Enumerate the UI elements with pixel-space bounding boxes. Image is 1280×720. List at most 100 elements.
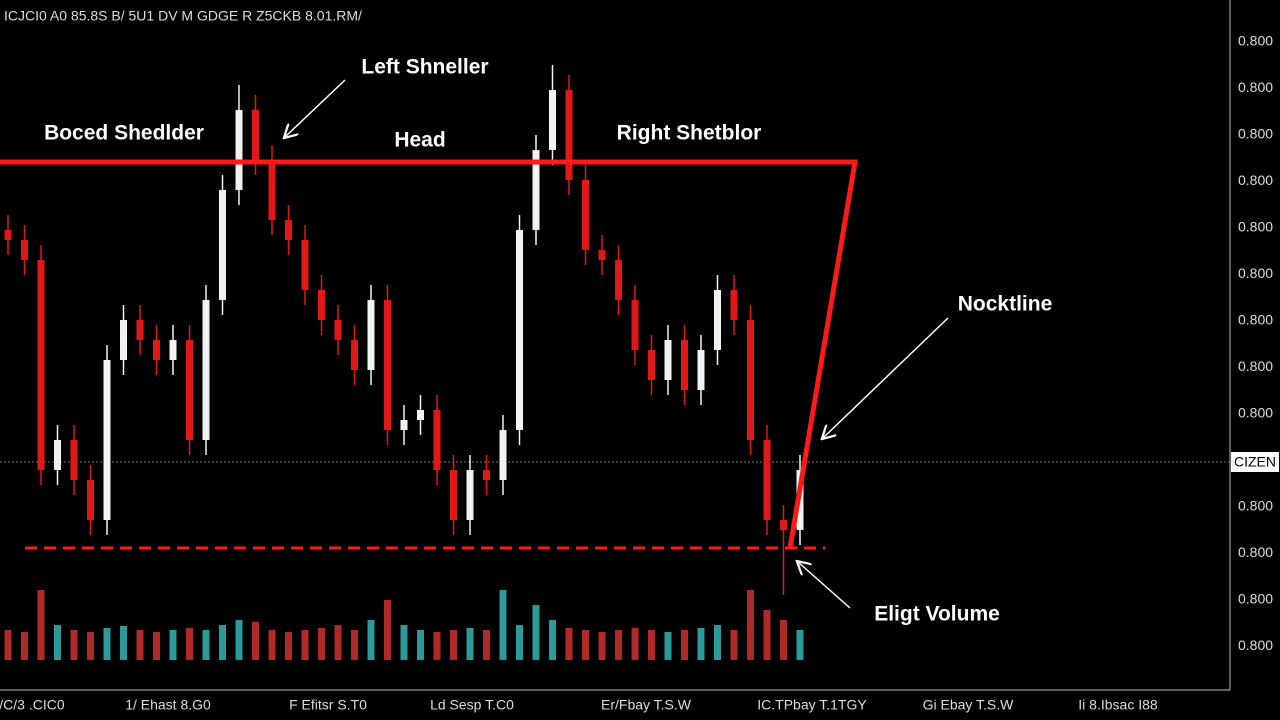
candle-body [499, 430, 507, 480]
candle-body [54, 440, 61, 470]
volume-bar [615, 630, 622, 660]
candle-body [483, 470, 490, 480]
y-axis-label: 0.800 [1238, 405, 1273, 421]
volume-bar [598, 632, 606, 660]
x-axis-label: Er/Fbay T.S.W [601, 697, 692, 713]
y-axis-label: 0.800 [1238, 358, 1273, 374]
candle-body [21, 240, 28, 260]
candle-body [87, 480, 94, 520]
annotation: Left Shneller [361, 56, 488, 79]
candle-body [334, 320, 342, 340]
candle-body [120, 320, 127, 360]
candle-body [582, 180, 589, 250]
volume-bar [367, 620, 375, 660]
y-axis-label: 0.800 [1238, 591, 1273, 607]
volume-bar [235, 620, 243, 660]
volume-bar [120, 626, 127, 660]
volume-bar [351, 630, 358, 660]
current-price-box [1231, 452, 1279, 472]
volume-bar [384, 600, 391, 660]
volume-bar [268, 630, 276, 660]
candle-body [780, 520, 787, 530]
candle-body [268, 160, 276, 220]
annotation: Head [394, 129, 445, 152]
x-axis-label: F Efitsr S.T0 [289, 697, 367, 713]
volume-bar [631, 628, 639, 660]
candle-body [565, 90, 573, 180]
annotation: Boced Shedlder [44, 122, 204, 145]
candle-body [318, 290, 325, 320]
candle-body [747, 320, 754, 440]
y-axis-label: 0.800 [1238, 637, 1273, 653]
candle-body [697, 350, 705, 390]
volume-bar [532, 605, 540, 660]
volume-bar [516, 625, 523, 660]
candle-body [153, 340, 160, 360]
candle-body [615, 260, 622, 300]
candle-body [549, 90, 556, 150]
candle-body [532, 150, 540, 230]
candle-body [516, 230, 523, 430]
volume-bar [54, 625, 61, 660]
y-axis-label: 0.800 [1238, 219, 1273, 235]
candle-body [169, 340, 177, 360]
volume-bar [301, 630, 309, 660]
annotation: Nocktline [958, 293, 1053, 316]
header-title: ICJCI0 A0 85.8S B/ 5U1 DV M GDGE R Z5CKB… [4, 8, 362, 24]
candle-body [136, 320, 144, 340]
candle-body [450, 470, 457, 520]
marks [4, 65, 804, 660]
candle-body [681, 340, 688, 390]
volume-bar [285, 632, 292, 660]
y-axis-label: 0.800 [1238, 126, 1273, 142]
candle-body [285, 220, 292, 240]
annotation: Right Shetblor [617, 122, 762, 145]
x-axis-label: IC.TPbay T.1TGY [757, 697, 867, 713]
candle-body [186, 340, 193, 440]
volume-bar [582, 630, 589, 660]
volume-bar [549, 620, 556, 660]
volume-bar [318, 628, 325, 660]
volume-bar [747, 590, 754, 660]
x-axis-label: 1/ Ehast 8.G0 [125, 697, 211, 713]
candle-body [4, 230, 12, 240]
candle-body [763, 440, 771, 520]
volume-bar [565, 628, 573, 660]
x-axis-label: I/C/3 .CIC0 [0, 697, 65, 713]
volume-bar [169, 630, 177, 660]
volume-bar [664, 632, 672, 660]
volume-bar [4, 630, 12, 660]
y-axis-label: 0.800 [1238, 172, 1273, 188]
candle-body [400, 420, 408, 430]
candle-body [103, 360, 111, 520]
volume-bar [681, 630, 688, 660]
volume-bar [37, 590, 45, 660]
current-price-label: CIZEN [1234, 454, 1276, 470]
y-axis-label: 0.800 [1238, 265, 1273, 281]
candle-body [301, 240, 309, 290]
volume-bar [202, 630, 210, 660]
candle-body [219, 190, 226, 300]
x-axis-label: Ii 8.Ibsac I88 [1078, 697, 1158, 713]
y-axis-label: 0.800 [1238, 498, 1273, 514]
candle-body [466, 470, 474, 520]
arrow [285, 79, 346, 137]
x-axis-label: Gi Ebay T.S.W [923, 697, 1015, 713]
volume-bar [483, 630, 490, 660]
arrow [823, 317, 949, 438]
candle-body [714, 290, 721, 350]
volume-bar [466, 628, 474, 660]
y-axis-label: 0.800 [1238, 33, 1273, 49]
y-axis-label: 0.800 [1238, 79, 1273, 95]
volume-bar [70, 630, 78, 660]
candle-body [384, 300, 391, 430]
volume-bar [252, 622, 259, 660]
volume-bar [697, 628, 705, 660]
volume-bar [334, 625, 342, 660]
volume-bar [21, 632, 28, 660]
volume-bar [499, 590, 507, 660]
volume-bar [648, 630, 655, 660]
candle-body [37, 260, 45, 470]
